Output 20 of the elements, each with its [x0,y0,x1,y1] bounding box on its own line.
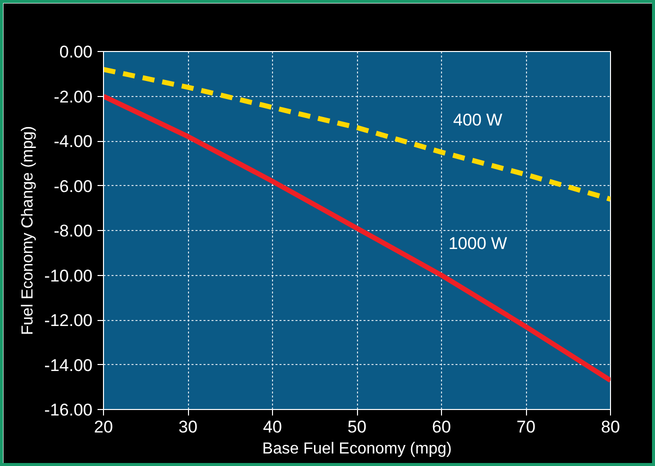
y-tick-label: -2.00 [54,87,92,106]
y-tick-label: -10.00 [44,266,92,286]
y-tick-label: -16.00 [44,400,92,420]
y-tick-label: -6.00 [54,176,92,196]
y-tick-label: 0.00 [59,42,93,62]
x-tick-label: 20 [94,418,113,436]
x-tick-label: 50 [348,418,366,436]
y-tick-label: -4.00 [54,132,92,151]
series-label: 1000 W [448,234,508,253]
x-tick-label: 60 [432,418,451,436]
x-tick-label: 70 [516,418,536,436]
y-axis-title: Fuel Economy Change (mpg) [19,126,36,335]
x-axis-title: Base Fuel Economy (mpg) [262,440,452,458]
x-tick-label: 30 [178,418,198,436]
x-tick-label: 40 [263,418,282,436]
x-tick-label: 80 [601,418,620,436]
y-tick-label: -8.00 [54,222,92,240]
series-label: 400 W [453,110,502,130]
y-tick-label: -14.00 [44,356,92,375]
y-tick-label: -12.00 [44,311,92,330]
